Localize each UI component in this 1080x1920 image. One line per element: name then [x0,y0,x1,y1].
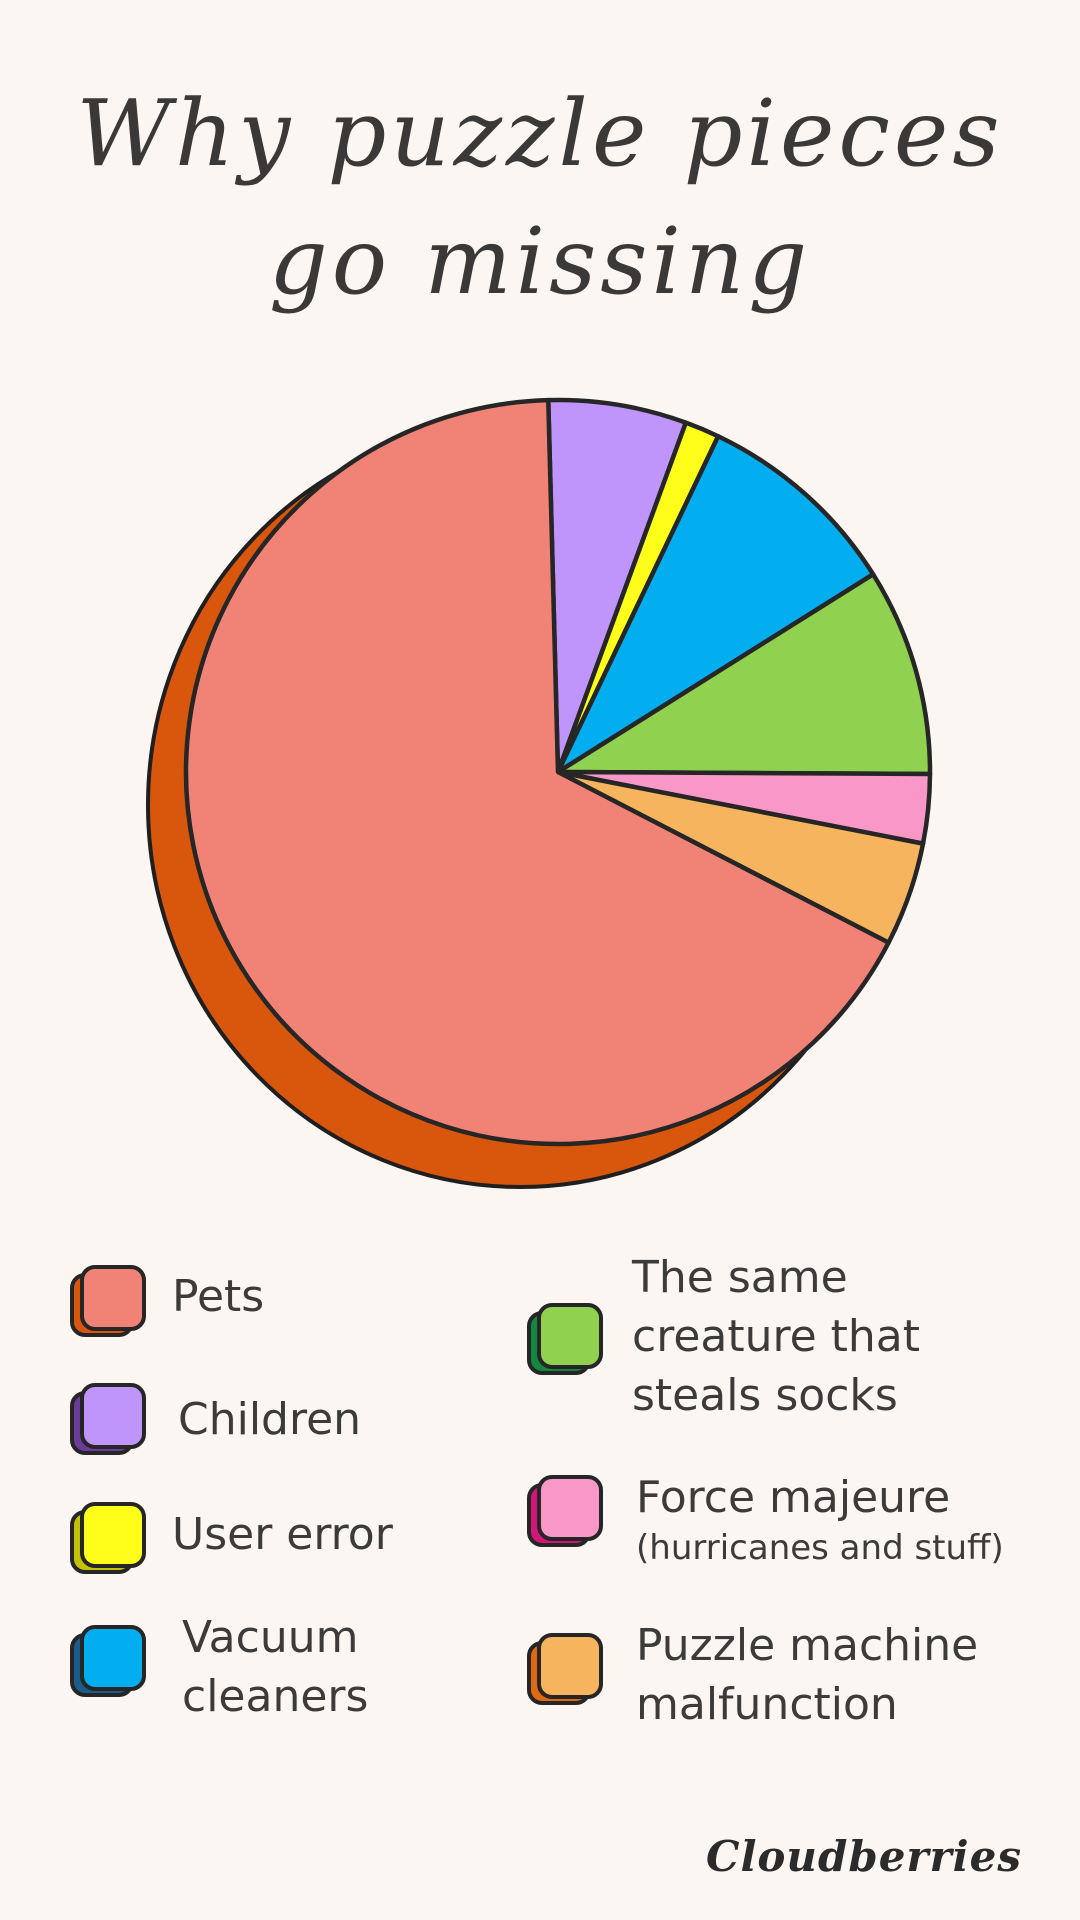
title-line-1: Why puzzle pieces [76,80,1004,187]
legend-label-line: malfunction [636,1679,898,1730]
legend-swatch-pets [70,1265,146,1337]
legend-note: (hurricanes and stuff) [636,1528,1004,1568]
legend-swatch-force-majeure [527,1475,603,1547]
legend-label-line: Puzzle machine [636,1620,979,1671]
legend-swatch-user-error [70,1502,146,1574]
legend-label-line: Vacuum [182,1612,359,1663]
pie-slice-children [546,397,689,775]
legend-label-user-error: User error [172,1505,393,1564]
pie-chart [146,397,933,1189]
pie-slice-the-same-creature-that-steals-socks [555,572,933,777]
legend-label-line: The same [632,1252,848,1303]
legend-label-children: Children [178,1390,361,1449]
brand-logo: Cloudberries [706,1832,1022,1881]
legend-label-line: cleaners [182,1671,369,1722]
legend-label-line: creature that [632,1311,921,1362]
legend-label-pets: Pets [172,1267,264,1326]
legend-swatch-puzzle-machine-malfunction [527,1633,603,1705]
legend-swatch-vacuum-cleaners [70,1625,146,1697]
pie-slice-pets [183,397,891,1147]
legend-label-line: Pets [172,1271,265,1322]
legend-label-force-majeure: Force majeure (hurricanes and stuff) [636,1468,1004,1569]
legend-label-line: User error [172,1509,393,1560]
legend-swatch-the-same-creature-that-steals-socks [527,1303,603,1375]
legend-label-the-same-creature-that-steals-socks: The same creature that steals socks [632,1248,920,1425]
legend-label-line: Children [178,1394,362,1445]
legend-label-vacuum-cleaners: Vacuum cleaners [182,1608,368,1726]
chart-title: Why puzzle pieces go missing [60,70,1020,326]
legend-label-line: steals socks [632,1370,898,1421]
title-line-2: go missing [268,208,812,315]
pie-slice-vacuum-cleaners [555,433,876,775]
legend-label-line: Force majeure [636,1472,951,1523]
legend-label-puzzle-machine-malfunction: Puzzle machine malfunction [636,1616,978,1734]
legend-swatch-children [70,1383,146,1455]
